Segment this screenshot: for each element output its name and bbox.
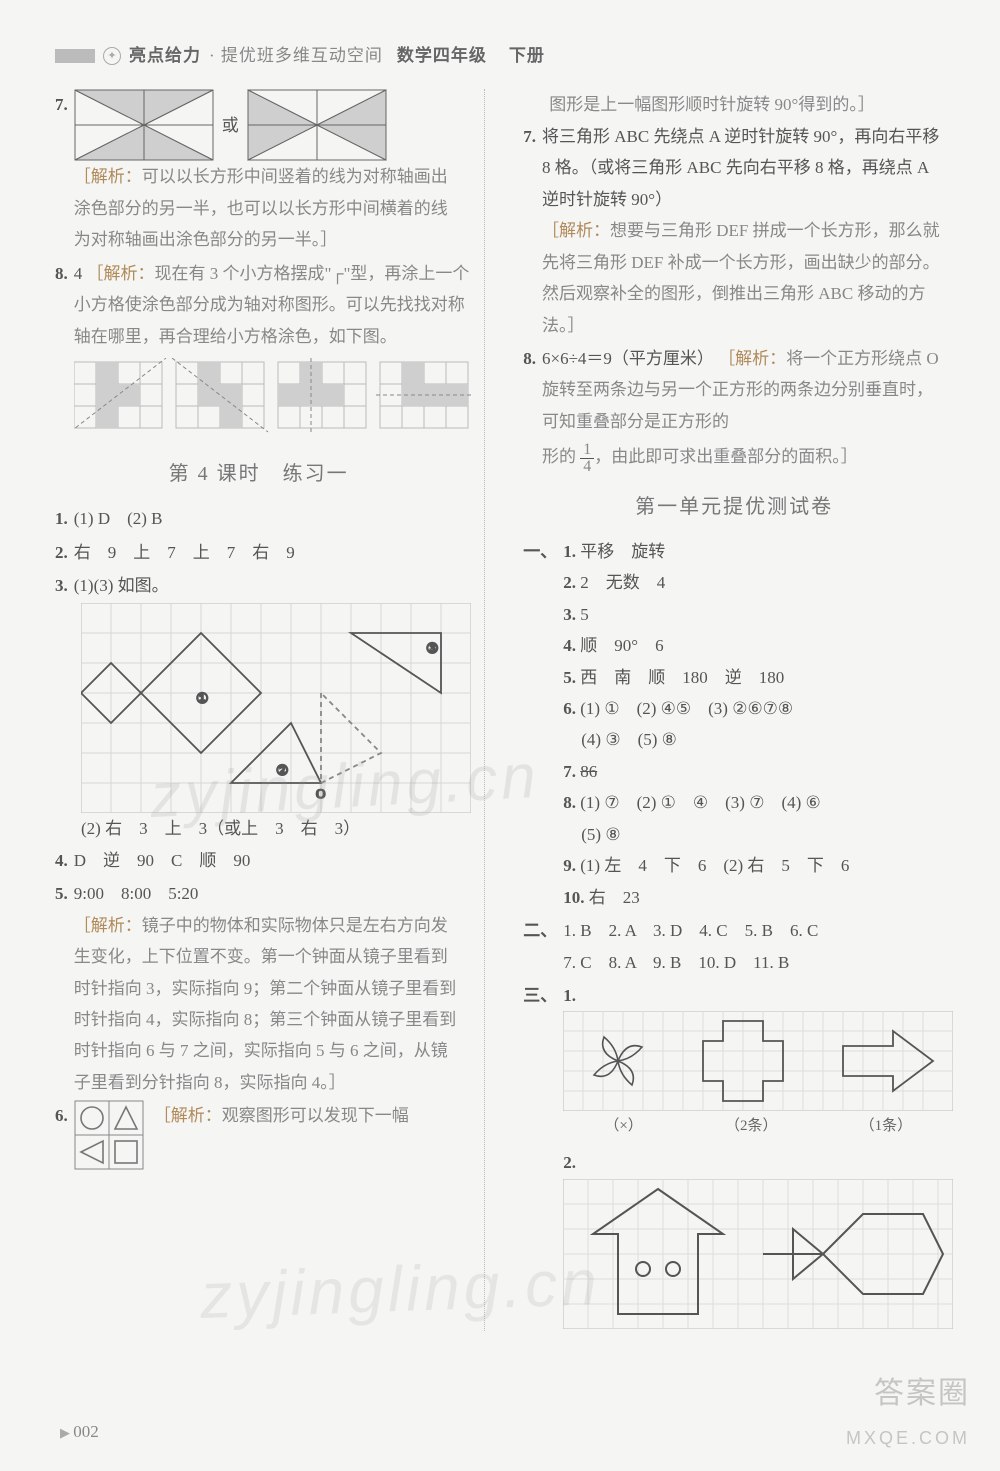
header-logo-icon: ✦ <box>103 47 121 65</box>
sec-a: 一、 1. 平移 旋转 2. 2 无数 4 3. 5 4. 顺 90° 6 5.… <box>523 536 945 913</box>
p3-sub: (2) 右 3 上 3（或上 3 右 3） <box>81 813 462 844</box>
q8-grids <box>74 358 474 442</box>
p3-figure: ① O ② ③ (2) 右 3 上 3（或上 3 右 3） <box>55 603 462 844</box>
p2: 2.右 9 上 7 上 7 右 9 <box>55 537 462 568</box>
right-q7: 7. 将三角形 ABC 先绕点 A 逆时针旋转 90°，再向右平移 8 格。（或… <box>523 121 945 341</box>
p1: 1.(1) D (2) B <box>55 503 462 534</box>
page-number: 002 <box>60 1416 99 1447</box>
p6-shapes-grid <box>74 1100 144 1170</box>
p3: 3.(1)(3) 如图。 <box>55 570 462 601</box>
section-lesson4: 第 4 课时 练习一 <box>55 456 462 493</box>
page-header: ✦ 亮点给力 · 提优班多维互动空间 数学四年级 下册 <box>55 40 945 71</box>
p6: 6. ［解析：观察图形可以发现下一幅 <box>55 1100 462 1170</box>
two-column-layout: 7. 或 <box>55 89 945 1330</box>
section-unit-test: 第一单元提优测试卷 <box>523 489 945 526</box>
right-column: 图形是上一幅图形顺时针旋转 90°得到的。］ 7. 将三角形 ABC 先绕点 A… <box>515 89 945 1330</box>
or-label: 或 <box>222 110 239 141</box>
subject: 数学四年级 <box>397 40 487 71</box>
header-accent <box>55 49 95 63</box>
left-q7: 7. 或 <box>55 89 462 255</box>
cont-text: 图形是上一幅图形顺时针旋转 90°得到的。］ <box>523 89 945 120</box>
svg-text:②: ② <box>276 764 289 779</box>
q7-figure-b <box>247 89 387 161</box>
volume: 下册 <box>509 40 545 71</box>
q7-analysis: ［解析：可以以长方形中间竖着的线为对称轴画出涂色部分的另一半，也可以以长方形中间… <box>74 161 463 255</box>
watermark-bottom-right: 答案圈 MXQE.COM <box>846 1366 970 1455</box>
sec-c: 三、 1. <box>523 980 945 1329</box>
brand: 亮点给力 <box>129 40 201 71</box>
left-q8: 8. 4 ［解析：现在有 3 个小方格摆成"┌"型，再涂上一个小方格使涂色部分成… <box>55 258 462 442</box>
sec-c-captions: （×） （2条） （1条） <box>563 1113 953 1141</box>
series: · 提优班多维互动空间 <box>209 40 383 71</box>
sec-c-fig2 <box>563 1179 953 1329</box>
right-q8: 8. 6×6÷4＝9（平方厘米） ［解析：将一个正方形绕点 O 旋转至两条边与另… <box>523 343 945 475</box>
sec-c-fig1 <box>563 1011 953 1111</box>
p4: 4.D 逆 90 C 顺 90 <box>55 845 462 876</box>
q7-figure-a <box>74 89 214 161</box>
p3-grid: ① O ② ③ <box>81 603 471 813</box>
sec-b: 二、 1. B 2. A 3. D 4. C 5. B 6. C 7. C 8.… <box>523 915 945 978</box>
p5: 5. 9:00 8:00 5:20 ［解析：镜子中的物体和实际物体只是左右方向发… <box>55 878 462 1098</box>
left-column: 7. 或 <box>55 89 485 1330</box>
svg-text:①: ① <box>196 692 209 707</box>
svg-text:O: O <box>316 786 325 801</box>
svg-text:③: ③ <box>426 642 439 657</box>
